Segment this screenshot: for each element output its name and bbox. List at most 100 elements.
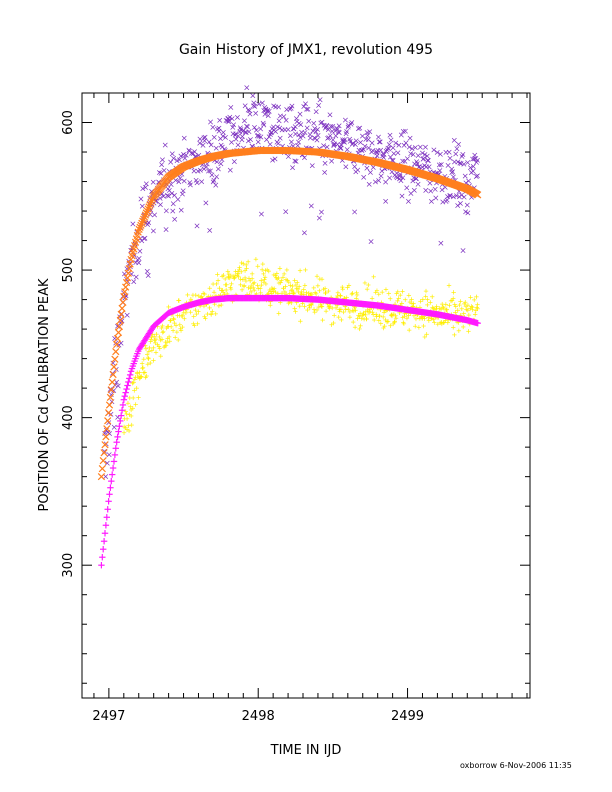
scatter-point <box>343 164 349 170</box>
scatter-point <box>168 159 174 165</box>
scatter-point <box>260 120 266 126</box>
scatter-point <box>330 137 336 143</box>
scatter-point <box>448 298 454 304</box>
fit-point <box>102 522 110 529</box>
scatter-point <box>258 286 263 291</box>
scatter-point <box>450 169 456 175</box>
fit-point <box>140 215 148 223</box>
scatter-point <box>336 123 342 129</box>
scatter-point <box>259 267 265 273</box>
scatter-point <box>386 291 391 296</box>
scatter-point <box>107 387 113 392</box>
scatter-point <box>344 129 350 134</box>
scatter-point <box>274 271 280 276</box>
scatter-point <box>135 371 140 376</box>
scatter-point <box>452 332 457 338</box>
scatter-point <box>290 283 295 289</box>
scatter-point <box>341 309 346 315</box>
scatter-point <box>246 129 252 135</box>
fit-point <box>148 195 157 203</box>
fit-point <box>117 310 125 319</box>
fit-point <box>140 213 149 221</box>
scatter-point <box>329 158 335 164</box>
scatter-point <box>464 202 470 208</box>
scatter-point <box>376 134 381 140</box>
y-tick-label: 300 <box>61 553 76 578</box>
scatter-point <box>295 280 300 285</box>
scatter-point <box>115 383 121 389</box>
scatter-point <box>137 248 143 254</box>
scatter-point <box>211 134 217 140</box>
scatter-point <box>364 316 369 322</box>
scatter-point <box>136 395 141 400</box>
scatter-point <box>141 370 146 375</box>
scatter-point <box>451 325 456 330</box>
scatter-point <box>106 452 112 458</box>
scatter-point <box>314 137 320 143</box>
scatter-point <box>305 307 310 313</box>
scatter-point <box>366 181 372 187</box>
scatter-point <box>242 275 248 281</box>
scatter-point <box>346 306 351 312</box>
scatter-point <box>312 126 318 131</box>
scatter-point <box>405 198 411 204</box>
scatter-point <box>423 288 429 294</box>
scatter-point <box>177 175 183 181</box>
scatter-point <box>457 302 462 308</box>
scatter-point <box>229 116 235 122</box>
scatter-point <box>440 304 446 310</box>
scatter-point <box>266 108 272 114</box>
scatter-point <box>253 257 259 262</box>
scatter-point <box>283 117 289 123</box>
scatter-point <box>176 179 182 185</box>
scatter-point <box>161 167 167 173</box>
fit-point <box>113 340 121 349</box>
scatter-point <box>475 302 480 307</box>
fit-point <box>104 417 112 425</box>
scatter-point <box>352 325 358 330</box>
scatter-point <box>146 220 152 226</box>
scatter-point <box>331 320 336 326</box>
scatter-point <box>244 85 250 91</box>
scatter-point <box>425 158 431 163</box>
scatter-point <box>283 209 289 215</box>
scatter-point <box>251 100 257 106</box>
scatter-point <box>360 313 365 318</box>
scatter-point <box>130 406 136 411</box>
scatter-point <box>235 133 241 139</box>
scatter-point <box>307 305 312 311</box>
scatter-point <box>460 248 466 253</box>
scatter-point <box>374 314 379 319</box>
scatter-point <box>192 149 198 155</box>
scatter-point <box>208 142 214 148</box>
scatter-point <box>362 280 368 286</box>
scatter-point <box>170 328 176 333</box>
scatter-point <box>129 422 134 428</box>
scatter-point <box>392 319 397 324</box>
scatter-point <box>191 168 197 174</box>
scatter-point <box>232 132 238 138</box>
scatter-point <box>316 215 322 221</box>
fit-point <box>110 363 118 371</box>
scatter-point <box>296 139 301 145</box>
scatter-point <box>182 155 188 161</box>
scatter-point <box>453 151 459 157</box>
scatter-point <box>388 296 393 301</box>
scatter-point <box>298 319 303 324</box>
scatter-point <box>430 305 435 310</box>
scatter-point <box>376 139 382 145</box>
scatter-point <box>134 385 139 391</box>
scatter-point <box>469 304 474 309</box>
scatter-point <box>241 261 246 267</box>
scatter-point <box>170 201 176 207</box>
scatter-point <box>153 340 158 346</box>
scatter-point <box>207 228 213 233</box>
scatter-point <box>268 129 274 135</box>
scatter-point <box>141 356 147 362</box>
scatter-point <box>143 343 148 348</box>
scatter-point <box>292 306 297 311</box>
scatter-point <box>361 147 367 153</box>
scatter-point <box>424 332 429 337</box>
scatter-point <box>359 316 364 321</box>
scatter-point <box>270 157 276 163</box>
